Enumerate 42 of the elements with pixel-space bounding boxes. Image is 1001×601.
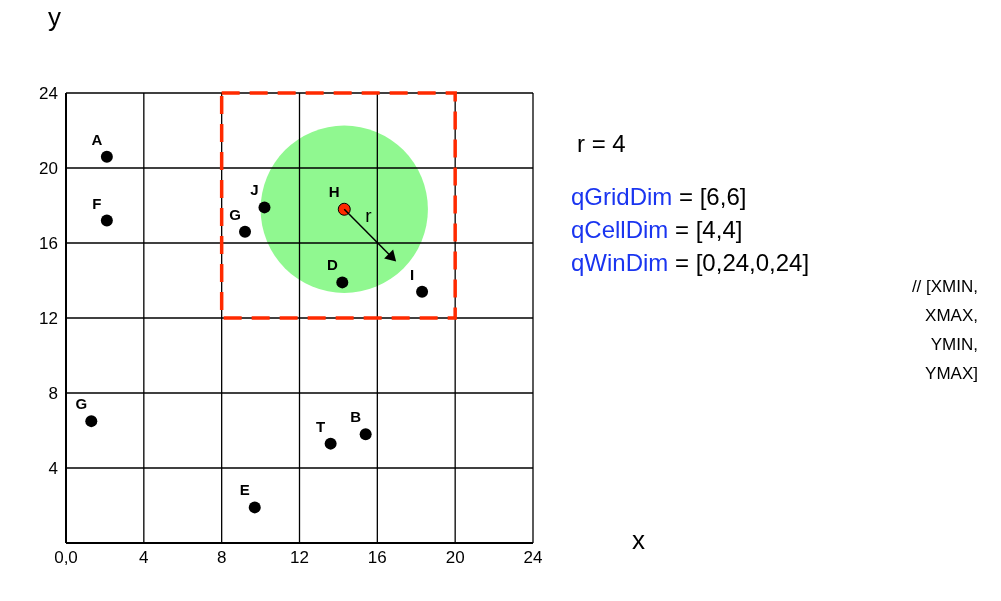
point [100, 150, 113, 163]
annotation: F [92, 194, 102, 212]
annotation: B [350, 408, 362, 426]
annotation: E [239, 481, 250, 499]
annotation: I [410, 265, 415, 283]
x-tick-label: 24 [523, 548, 543, 568]
annotation: H [328, 183, 340, 201]
x-tick-label: 8 [216, 548, 227, 568]
x-tick-label: 0,0 [54, 548, 78, 568]
x-axis-title: x [632, 525, 645, 556]
point [248, 501, 261, 514]
annotation: T [316, 417, 326, 435]
y-tick-label: 24 [39, 84, 58, 104]
text: qCellDim = [4,4] [571, 216, 743, 244]
point [324, 437, 337, 450]
y-tick-label: 8 [48, 384, 58, 404]
y-tick-label: 16 [39, 234, 58, 254]
y-tick-label: 20 [39, 159, 58, 179]
text: qGridDim = [6,6] [571, 183, 747, 211]
point [239, 225, 252, 238]
point [85, 415, 98, 428]
annotation: r [365, 205, 372, 227]
point [336, 276, 349, 289]
annotation: D [326, 256, 338, 274]
point [359, 428, 372, 441]
y-axis-title: y [48, 2, 61, 33]
text: r = 4 [577, 130, 626, 158]
annotation: A [91, 130, 103, 148]
text: qWinDim = [0,24,0,24] [571, 249, 810, 277]
text: // [XMIN, XMAX, YMIN, YMAX] [910, 276, 978, 385]
y-tick-label: 4 [48, 459, 58, 479]
annotation: G [229, 205, 241, 223]
annotation: G [75, 395, 88, 413]
x-tick-label: 16 [367, 548, 387, 568]
x-tick-label: 12 [290, 548, 309, 568]
x-tick-label: 4 [139, 548, 149, 568]
x-tick-label: 20 [445, 548, 465, 568]
point [416, 285, 429, 298]
y-tick-label: 12 [39, 309, 58, 329]
point [100, 214, 113, 227]
point [258, 201, 271, 214]
annotation: J [250, 181, 259, 199]
